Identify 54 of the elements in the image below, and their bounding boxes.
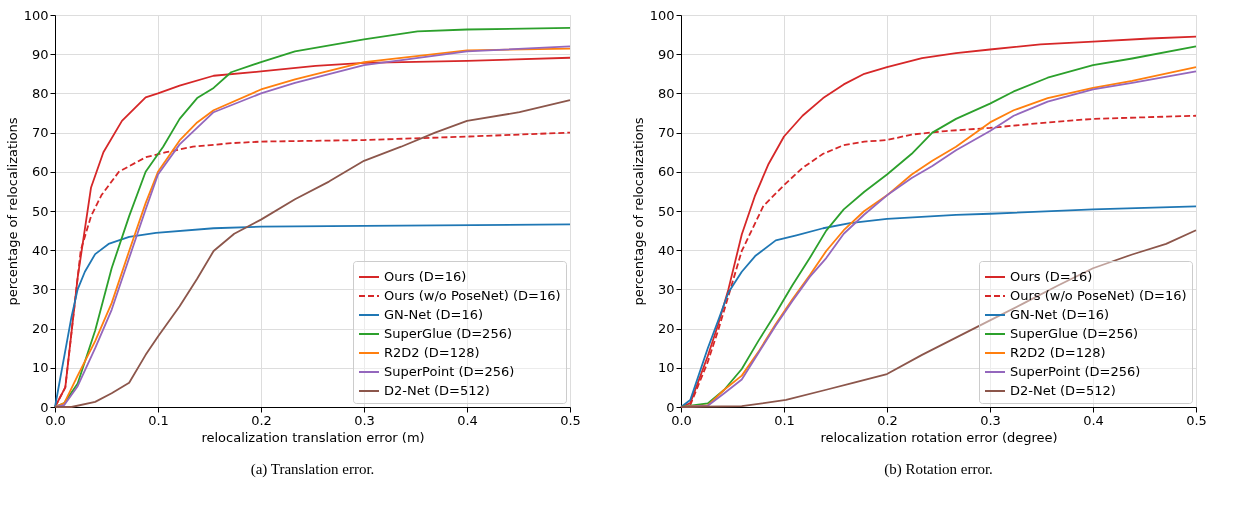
- x-axis-title: relocalization rotation error (degree): [820, 429, 1058, 445]
- y-tick-label: 80: [657, 85, 675, 101]
- x-tick-label: 0.5: [560, 412, 581, 428]
- y-tick-label: 90: [31, 46, 49, 62]
- legend-label: GN-Net (D=16): [1010, 307, 1110, 322]
- y-tick-label: 10: [31, 360, 49, 376]
- legend-label: D2-Net (D=512): [1010, 383, 1116, 398]
- legend-label: R2D2 (D=128): [1010, 345, 1106, 360]
- x-tick-label: 0.2: [251, 412, 272, 428]
- y-tick-label: 100: [23, 7, 49, 23]
- y-tick-label: 0: [666, 399, 675, 415]
- legend-label: SuperPoint (D=256): [1010, 364, 1141, 379]
- x-tick-label: 0.4: [457, 412, 478, 428]
- x-tick-label: 0.1: [774, 412, 795, 428]
- legend-label: Ours (D=16): [1010, 269, 1093, 284]
- y-tick-label: 70: [31, 125, 49, 141]
- legend-label: Ours (w/o PoseNet) (D=16): [1010, 288, 1187, 303]
- legend-label: R2D2 (D=128): [384, 345, 480, 360]
- text: (b) Rotation error.: [884, 461, 993, 478]
- y-axis-title: percentage of relocalizations: [4, 117, 20, 306]
- y-tick-label: 0: [40, 399, 49, 415]
- x-tick-label: 0.4: [1083, 412, 1104, 428]
- legend-label: GN-Net (D=16): [384, 307, 484, 322]
- y-axis-title: percentage of relocalizations: [630, 117, 646, 306]
- y-tick-label: 30: [657, 281, 675, 297]
- legend-label: Ours (w/o PoseNet) (D=16): [384, 288, 561, 303]
- x-tick-label: 0.1: [148, 412, 169, 428]
- y-tick-label: 40: [31, 242, 49, 258]
- y-tick-label: 30: [31, 281, 49, 297]
- y-tick-label: 70: [657, 125, 675, 141]
- x-axis-title: relocalization translation error (m): [201, 429, 425, 445]
- x-tick-label: 0.0: [45, 412, 66, 428]
- y-tick-label: 50: [657, 203, 675, 219]
- x-tick-label: 0.3: [980, 412, 1001, 428]
- y-tick-label: 50: [31, 203, 49, 219]
- legend-label: SuperGlue (D=256): [1010, 326, 1139, 341]
- y-tick-label: 20: [31, 321, 49, 337]
- legend-label: Ours (D=16): [384, 269, 467, 284]
- y-tick-label: 20: [657, 321, 675, 337]
- x-tick-label: 0.3: [354, 412, 375, 428]
- legend-label: D2-Net (D=512): [384, 383, 490, 398]
- y-tick-label: 60: [657, 164, 675, 180]
- y-tick-label: 10: [657, 360, 675, 376]
- legend-label: SuperPoint (D=256): [384, 364, 515, 379]
- x-tick-label: 0.0: [671, 412, 692, 428]
- y-tick-label: 90: [657, 46, 675, 62]
- y-tick-label: 80: [31, 85, 49, 101]
- y-tick-label: 100: [649, 7, 675, 23]
- x-tick-label: 0.2: [877, 412, 898, 428]
- y-tick-label: 60: [31, 164, 49, 180]
- text: (a) Translation error.: [250, 461, 375, 478]
- legend-label: SuperGlue (D=256): [384, 326, 513, 341]
- y-tick-label: 40: [657, 242, 675, 258]
- x-tick-label: 0.5: [1186, 412, 1207, 428]
